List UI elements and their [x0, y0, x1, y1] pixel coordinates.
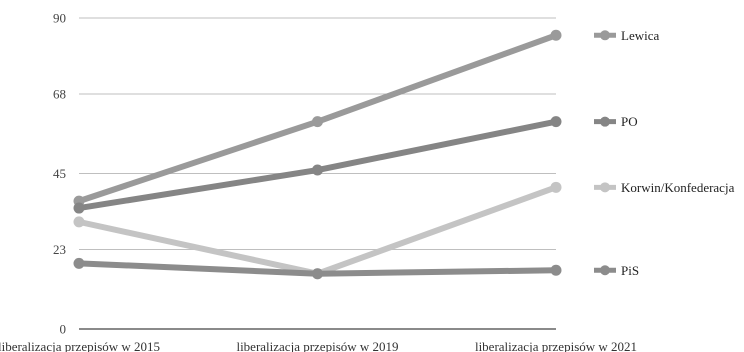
y-tick-label: 23	[53, 242, 66, 257]
legend-label: PO	[621, 114, 638, 129]
data-point	[312, 164, 323, 176]
data-point	[550, 116, 562, 128]
y-tick-label: 0	[60, 322, 67, 337]
legend-swatch-marker	[600, 182, 610, 193]
data-point	[312, 268, 323, 280]
axes: 0 23 45 68 90 liberalizacja przepisów w 2015 l…	[0, 11, 637, 352]
legend-label: Lewica	[621, 28, 659, 43]
legend-entry: PiS	[594, 263, 639, 278]
data-point	[73, 216, 85, 228]
x-tick-label: liberalizacja przepisów w 2019	[236, 339, 398, 352]
legend-label: PiS	[621, 263, 639, 278]
y-tick-label: 68	[53, 87, 66, 102]
y-tick-label: 45	[53, 166, 66, 181]
legend-swatch-marker	[600, 116, 610, 127]
series-0	[73, 29, 562, 207]
data-point	[73, 257, 85, 269]
data-point	[73, 202, 85, 214]
x-tick-label: liberalizacja przepisów w 2015	[0, 339, 160, 352]
legend: Lewica PO Korwin/Konfederacja PiS	[594, 28, 735, 278]
data-point	[550, 29, 562, 41]
x-tick-label: liberalizacja przepisów w 2021	[475, 339, 637, 352]
series-line	[76, 184, 559, 277]
series-1	[73, 116, 562, 214]
legend-label: Korwin/Konfederacja	[621, 180, 735, 195]
legend-swatch-marker	[600, 30, 610, 41]
y-tick-label: 90	[53, 11, 66, 26]
series-lines	[73, 29, 562, 280]
legend-entry: PO	[594, 114, 638, 129]
data-point	[312, 116, 323, 128]
series-3	[73, 257, 562, 280]
legend-swatch-marker	[600, 265, 610, 276]
data-point	[550, 181, 562, 193]
data-point	[550, 264, 562, 276]
legend-entry: Korwin/Konfederacja	[594, 180, 735, 195]
legend-entry: Lewica	[594, 28, 659, 43]
